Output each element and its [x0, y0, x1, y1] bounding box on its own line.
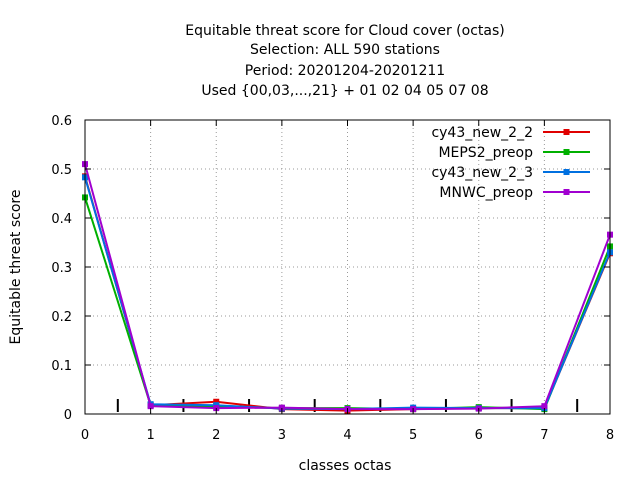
legend-label: cy43_new_2_3	[431, 165, 533, 181]
x-tick-label: 2	[212, 428, 220, 443]
legend-item: cy43_new_2_3	[431, 165, 590, 181]
legend-label: MEPS2_preop	[438, 145, 533, 161]
legend-swatch-marker	[563, 129, 570, 135]
data-point	[147, 403, 154, 410]
legend-swatch-marker	[563, 189, 570, 195]
data-point	[213, 398, 220, 405]
data-point	[278, 404, 285, 411]
legend-label: cy43_new_2_2	[431, 125, 533, 141]
x-tick-label: 4	[343, 428, 351, 443]
series-MEPS2_preop	[82, 194, 613, 413]
y-tick-label: 0.4	[51, 212, 72, 227]
y-tick-label: 0	[64, 408, 72, 423]
x-tick-labels: 0 1 2 3 4 5 6 7 8	[81, 428, 614, 443]
y-tick-label: 0.6	[51, 114, 72, 129]
y-tick-label: 0.1	[51, 359, 72, 374]
legend: cy43_new_2_2 MEPS2_preop cy43_new_2_3 MNWC_…	[431, 125, 590, 201]
y-axis-label: Equitable threat score	[8, 190, 24, 345]
x-tick-label: 7	[540, 428, 548, 443]
x-tick-label: 3	[278, 428, 286, 443]
legend-item: MNWC_preop	[439, 185, 590, 201]
legend-item: cy43_new_2_2	[431, 125, 590, 141]
series-line	[84, 176, 611, 412]
legend-swatch-marker	[563, 149, 570, 155]
title-line-1: Equitable threat score for Cloud cover (…	[185, 23, 504, 39]
y-tick-labels: 0 0.1 0.2 0.3 0.4 0.5 0.6	[51, 114, 72, 423]
x-tick-label: 0	[81, 428, 89, 443]
y-tick-label: 0.2	[51, 310, 72, 325]
data-point	[541, 403, 548, 410]
axis-ticks	[84, 119, 611, 415]
x-tick-label: 1	[146, 428, 154, 443]
series-MNWC_preop	[82, 161, 613, 413]
y-tick-label: 0.5	[51, 163, 72, 178]
title-line-4: Used {00,03,...,21} + 01 02 04 05 07 08	[201, 83, 488, 99]
x-tick-label: 6	[475, 428, 483, 443]
plot-series	[82, 161, 613, 414]
legend-label: MNWC_preop	[439, 185, 533, 201]
series-cy43_new_2_2	[82, 173, 613, 414]
y-tick-label: 0.3	[51, 261, 72, 276]
x-tick-label: 8	[606, 428, 614, 443]
series-line	[84, 197, 611, 411]
grid-lines	[85, 120, 610, 414]
chart-title: Equitable threat score for Cloud cover (…	[185, 23, 504, 99]
legend-swatch-marker	[563, 169, 570, 175]
title-line-2: Selection: ALL 590 stations	[250, 42, 440, 58]
title-line-3: Period: 20201204-20201211	[245, 63, 445, 79]
x-tick-label: 5	[409, 428, 417, 443]
legend-item: MEPS2_preop	[438, 145, 590, 161]
x-axis-label: classes octas	[299, 458, 392, 474]
